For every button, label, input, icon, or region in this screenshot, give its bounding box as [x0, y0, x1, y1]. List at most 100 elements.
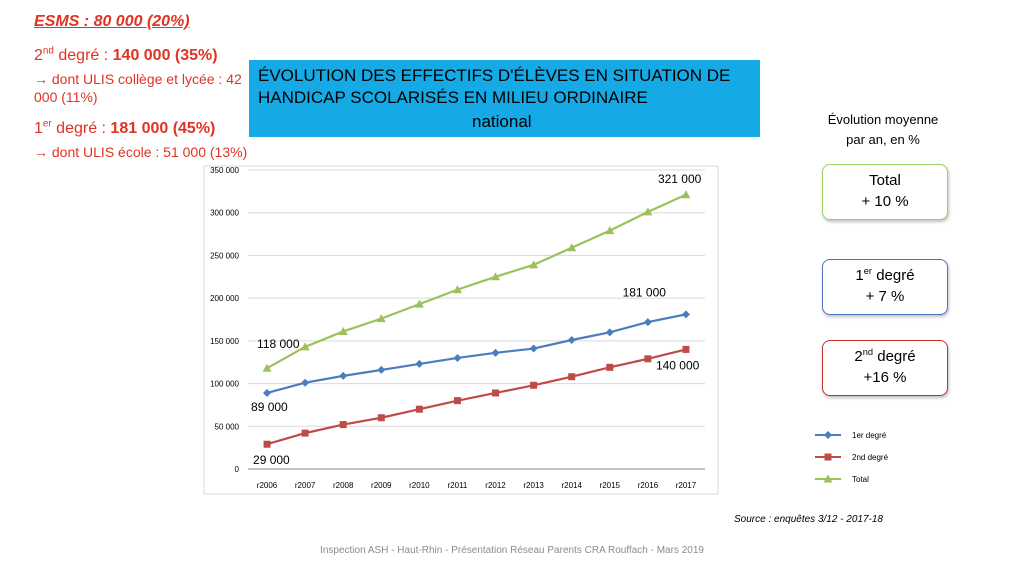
y-tick-label: 350 000	[210, 166, 239, 175]
data-point	[263, 388, 272, 397]
data-point	[606, 363, 614, 371]
data-point	[530, 381, 538, 389]
data-point	[567, 336, 576, 345]
data-point	[492, 389, 500, 397]
data-point	[643, 318, 652, 327]
y-tick-label: 200 000	[210, 294, 239, 303]
chart-title-box: ÉVOLUTION DES EFFECTIFS D'ÉLÈVES EN SITU…	[249, 60, 760, 137]
data-point	[415, 359, 424, 368]
y-tick-label: 150 000	[210, 337, 239, 346]
chart-title-line-1: ÉVOLUTION DES EFFECTIFS D'ÉLÈVES EN SITU…	[258, 66, 731, 85]
data-point	[301, 429, 309, 437]
x-axis-ticks: r2006 r2007 r2008 r2009 r2010 r2011 r2012 r2013…	[257, 481, 697, 490]
data-point	[415, 405, 423, 413]
data-point	[567, 243, 577, 252]
y-tick-label: 100 000	[210, 380, 239, 389]
x-tick-label: r2014	[561, 481, 582, 490]
evolution-total-label: Total	[869, 172, 901, 189]
esms-stat: ESMS : 80 000 (20%)	[34, 13, 190, 30]
data-point	[682, 345, 690, 353]
data-point	[453, 353, 462, 362]
second-degree-ulis: → dont ULIS collège et lycée : 42 000 (1…	[34, 70, 249, 106]
data-point	[824, 453, 832, 461]
first-degree-label-sup: er	[42, 118, 52, 130]
data-point	[377, 365, 386, 374]
data-label: 181 000	[623, 285, 667, 299]
evolution-total-value: + 10 %	[861, 193, 909, 210]
chart-legend: 1er degré 2nd degré Total	[815, 431, 889, 484]
data-point	[263, 440, 271, 448]
data-label: 89 000	[251, 400, 288, 414]
evolution-second-degree-label: 2nd degré	[823, 346, 947, 367]
second-degree-label-sup: nd	[42, 45, 54, 57]
evolution-first-degree-num: 1	[855, 267, 864, 284]
data-point	[529, 260, 539, 269]
first-degree-ulis: → dont ULIS école : 51 000 (13%)	[34, 143, 249, 161]
data-point	[605, 328, 614, 337]
chart-gridlines	[248, 169, 705, 470]
series-line	[266, 348, 687, 446]
data-point	[452, 285, 462, 294]
x-tick-label: r2006	[257, 481, 278, 490]
data-point	[300, 342, 310, 351]
source-note: Source : enquêtes 3/12 - 2017-18	[734, 514, 883, 525]
x-tick-label: r2011	[448, 481, 468, 490]
series-line	[266, 313, 687, 395]
x-tick-label: r2010	[409, 481, 430, 490]
data-point	[491, 348, 500, 357]
y-axis-ticks: 0 50 000 100 000 150 000 200 000 250 000 300 0…	[210, 166, 239, 474]
evolution-second-degree-value: +16 %	[863, 369, 907, 386]
y-tick-label: 50 000	[215, 422, 240, 431]
evolution-first-degree-box: 1er degré + 7 %	[822, 259, 948, 315]
x-tick-label: r2016	[638, 481, 659, 490]
data-label: 140 000	[656, 358, 700, 372]
evolution-total-box: Total + 10 %	[822, 164, 948, 220]
second-degree-ulis-text: dont ULIS collège et lycée : 42 000 (11%…	[34, 71, 242, 105]
data-point	[262, 363, 272, 372]
data-point	[681, 190, 691, 199]
chart-area-border	[203, 165, 719, 495]
data-point	[681, 310, 690, 319]
arrow-right-icon: →	[34, 144, 48, 160]
series-line	[266, 193, 687, 370]
chart-title-line-3: national	[472, 112, 532, 131]
y-tick-label: 250 000	[210, 251, 239, 260]
data-point	[453, 397, 461, 405]
data-point	[338, 326, 348, 335]
evolution-second-degree-text: degré	[873, 348, 916, 365]
y-tick-label: 0	[235, 465, 240, 474]
data-label: 321 000	[658, 172, 702, 186]
x-tick-label: r2015	[600, 481, 621, 490]
x-tick-label: r2007	[295, 481, 316, 490]
data-point	[823, 474, 833, 483]
second-degree-stat: 2nd degré : 140 000 (35%)	[34, 45, 218, 65]
data-labels: 89 000 181 000 29 000 140 000 118 000 321 000	[251, 172, 702, 467]
data-label: 118 000	[257, 337, 300, 351]
data-point	[339, 421, 347, 429]
evolution-title-line-1: Évolution moyenne	[827, 112, 939, 127]
first-degree-ulis-text: dont ULIS école : 51 000 (13%)	[48, 144, 248, 160]
first-degree-label-num: 1	[34, 120, 43, 137]
evolution-first-degree-text: degré	[872, 267, 915, 284]
second-degree-label-text: degré :	[53, 47, 113, 64]
first-degree-label-text: degré :	[51, 120, 111, 137]
arrow-right-icon: →	[34, 71, 48, 87]
x-tick-label: r2009	[371, 481, 392, 490]
data-point	[568, 373, 576, 381]
chart-title-line-2: HANDICAP SCOLARISÉS EN MILIEU ORDINAIRE	[258, 88, 648, 107]
data-point	[529, 344, 538, 353]
data-point	[643, 207, 653, 216]
data-point	[414, 299, 424, 308]
evolution-first-degree-label: 1er degré	[823, 265, 947, 286]
evolution-second-degree-box: 2nd degré +16 %	[822, 340, 948, 396]
first-degree-value: 181 000 (45%)	[110, 120, 216, 137]
data-point	[824, 431, 832, 439]
legend-label: Total	[852, 475, 869, 484]
first-degree-stat: 1er degré : 181 000 (45%)	[34, 118, 216, 138]
x-tick-label: r2013	[523, 481, 544, 490]
evolution-second-degree-sup: nd	[862, 347, 874, 357]
data-point	[377, 414, 385, 422]
data-point	[301, 378, 310, 387]
x-tick-label: r2017	[676, 481, 697, 490]
